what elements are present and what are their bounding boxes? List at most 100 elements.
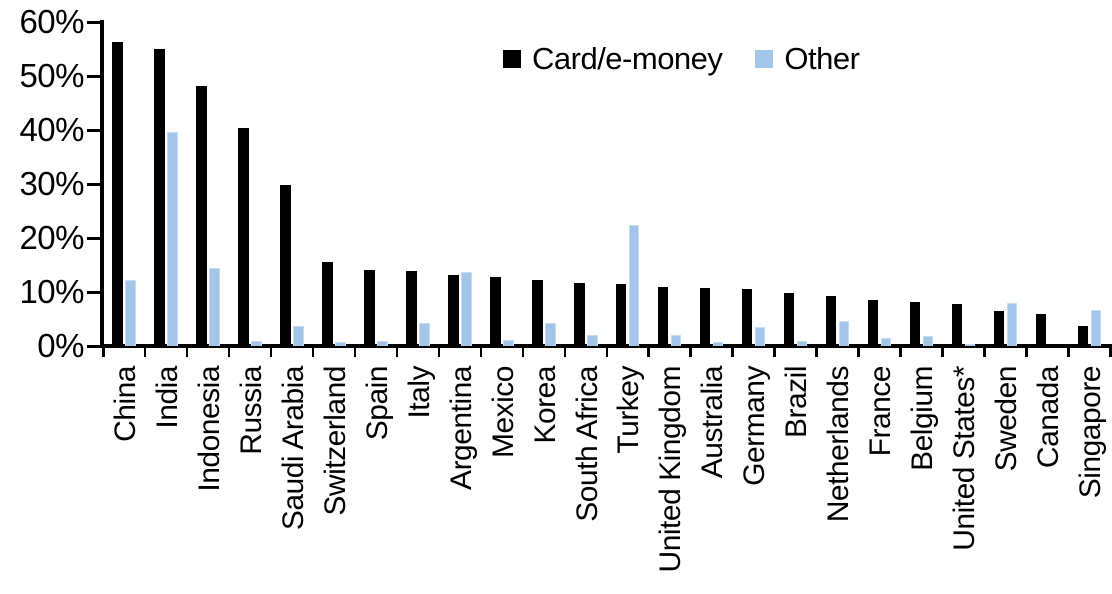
x-axis-tick [479, 346, 483, 357]
y-axis-label-60: 60% [19, 3, 84, 40]
y-axis-tick [87, 236, 103, 240]
bar-card-e-money-spain [364, 270, 375, 346]
y-axis-tick [87, 182, 103, 186]
bar-card-e-money-india [154, 49, 165, 346]
category-label-sweden: Sweden [990, 366, 1024, 472]
bar-card-e-money-china [112, 41, 123, 346]
y-axis-label-50: 50% [19, 57, 84, 94]
bar-card-e-money-indonesia [196, 85, 207, 346]
x-axis-tick [269, 346, 273, 357]
legend-swatch-card-e-money [503, 50, 521, 68]
y-axis-tick [87, 74, 103, 78]
x-axis-tick [731, 346, 734, 357]
legend: Card/e-money Other [503, 41, 860, 76]
bar-card-e-money-brazil [783, 292, 795, 346]
x-axis-tick [605, 346, 608, 357]
bar-card-e-money-korea [532, 280, 543, 346]
y-axis-tick [87, 128, 103, 132]
category-label-spain: Spain [360, 366, 394, 441]
x-axis-tick [185, 346, 189, 357]
x-axis-tick [437, 346, 441, 357]
category-label-canada: Canada [1032, 366, 1066, 469]
category-label-australia: Australia [696, 366, 730, 479]
category-label-brazil: Brazil [780, 366, 814, 439]
x-axis-tick [983, 346, 986, 357]
category-label-singapore: Singapore [1074, 366, 1108, 499]
bar-card-e-money-united-states [951, 303, 963, 346]
category-label-netherlands: Netherlands [822, 366, 856, 523]
category-label-china: China [108, 366, 142, 442]
bar-card-e-money-saudi-arabia [280, 185, 291, 346]
bar-other-brazil [796, 341, 808, 346]
category-label-south-africa: South Africa [570, 366, 604, 522]
bar-card-e-money-south-africa [574, 282, 585, 346]
x-axis-tick [311, 346, 315, 357]
y-axis-tick [87, 20, 103, 24]
legend-item-other: Other [755, 41, 860, 76]
x-axis-tick [815, 346, 818, 357]
bar-card-e-money-turkey [615, 283, 627, 346]
y-axis-label-10: 10% [19, 273, 84, 310]
category-label-united-kingdom: United Kingdom [654, 366, 688, 573]
bar-other-south-africa [587, 334, 598, 346]
bar-card-e-money-france [867, 299, 879, 346]
category-label-united-states: United States* [948, 366, 982, 551]
bar-card-e-money-mexico [490, 276, 501, 346]
category-label-argentina: Argentina [444, 366, 478, 490]
x-axis-tick [689, 346, 692, 357]
x-axis-tick [647, 346, 650, 357]
category-label-italy: Italy [402, 366, 436, 419]
bar-card-e-money-italy [406, 270, 417, 346]
bar-other-belgium [922, 335, 934, 346]
legend-item-card-e-money: Card/e-money [503, 41, 723, 76]
bar-card-e-money-netherlands [825, 296, 837, 346]
bar-other-united-states [964, 344, 976, 346]
bar-card-e-money-belgium [909, 302, 921, 346]
bar-other-korea [545, 323, 556, 346]
y-axis-label-30: 30% [19, 165, 84, 202]
x-axis-tick [941, 346, 944, 357]
bar-card-e-money-switzerland [322, 262, 333, 346]
category-label-korea: Korea [528, 366, 562, 444]
x-axis-tick [143, 346, 147, 357]
category-label-belgium: Belgium [906, 366, 940, 471]
x-axis-tick [353, 346, 357, 357]
x-axis-tick [1025, 346, 1028, 357]
legend-label-card-e-money: Card/e-money [532, 41, 723, 76]
x-axis-tick [857, 346, 860, 357]
bar-other-germany [754, 326, 766, 346]
x-axis-tick [102, 346, 105, 357]
x-axis-tick [227, 346, 231, 357]
bar-other-china [125, 279, 136, 346]
bar-other-netherlands [838, 321, 850, 346]
y-axis-tick [87, 344, 103, 348]
category-label-germany: Germany [738, 366, 772, 486]
y-axis-label-40: 40% [19, 111, 84, 148]
bar-card-e-money-russia [238, 128, 249, 346]
bar-card-e-money-canada [1035, 314, 1047, 346]
bar-other-switzerland [335, 342, 346, 346]
bar-other-saudi-arabia [293, 326, 304, 346]
bar-other-turkey [628, 224, 640, 346]
y-axis-label-20: 20% [19, 219, 84, 256]
category-label-turkey: Turkey [612, 366, 646, 454]
x-axis-tick [395, 346, 399, 357]
x-axis-tick [563, 346, 567, 357]
x-axis-tick [1067, 346, 1070, 357]
x-axis-tick [773, 346, 776, 357]
category-label-france: France [864, 366, 898, 457]
legend-swatch-other [755, 50, 774, 68]
bar-card-e-money-australia [699, 288, 711, 346]
legend-label-other: Other [784, 41, 860, 76]
bar-other-russia [251, 341, 262, 346]
x-axis-tick [1109, 346, 1112, 357]
category-label-mexico: Mexico [486, 366, 520, 459]
x-axis-tick [899, 346, 902, 357]
bar-card-e-money-germany [741, 289, 753, 346]
bar-card-e-money-argentina [448, 274, 459, 346]
bar-other-italy [419, 323, 430, 346]
bar-card-e-money-sweden [993, 311, 1005, 346]
bar-other-united-kingdom [670, 334, 682, 346]
category-label-saudi-arabia: Saudi Arabia [276, 366, 310, 531]
